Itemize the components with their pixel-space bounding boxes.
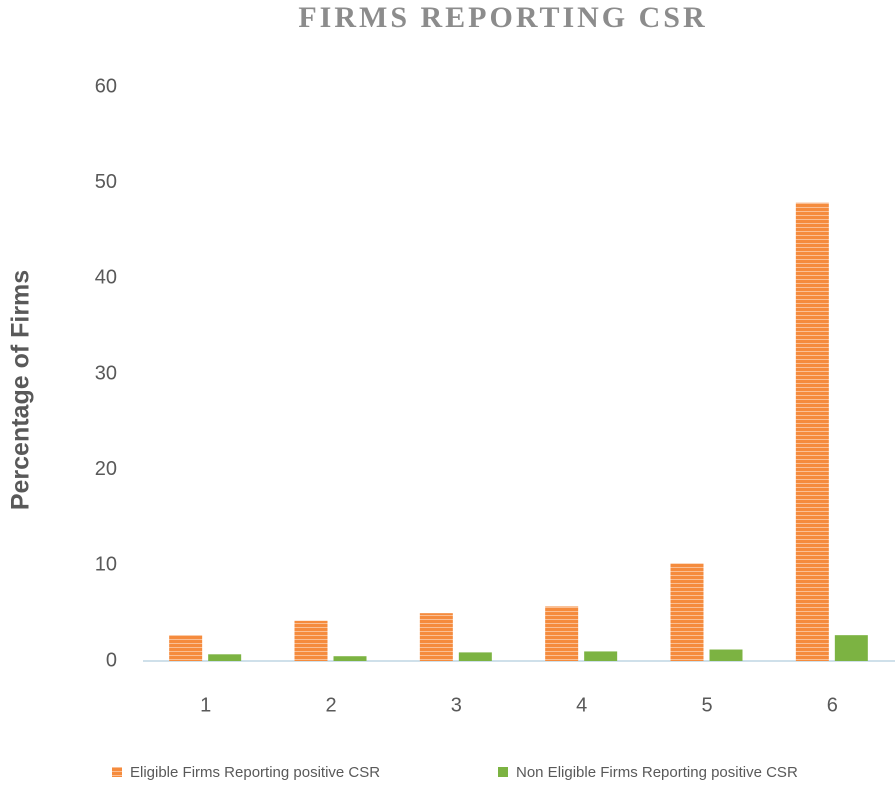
x-tick-label: 6: [827, 694, 838, 716]
bar: [333, 656, 367, 661]
bar: [169, 635, 203, 661]
y-tick-label: 50: [95, 171, 117, 193]
legend-swatch: [498, 767, 508, 777]
y-tick-label: 0: [106, 649, 117, 671]
x-tick-label: 4: [576, 694, 587, 716]
bar: [458, 652, 492, 661]
legend-label: Eligible Firms Reporting positive CSR: [130, 764, 380, 781]
bar: [294, 620, 328, 661]
x-tick-label: 5: [701, 694, 712, 716]
x-tick-label: 1: [200, 694, 211, 716]
bar: [584, 651, 618, 661]
legend-label: Non Eligible Firms Reporting positive CS…: [516, 764, 798, 781]
y-axis-label: Percentage of Firms: [7, 270, 35, 510]
chart-title: FIRMS REPORTING CSR: [298, 1, 707, 34]
y-tick-label: 30: [95, 362, 117, 384]
bar: [208, 654, 242, 661]
legend-swatch: [112, 767, 122, 777]
bar: [670, 563, 704, 661]
bar: [545, 606, 579, 661]
bar: [834, 635, 868, 661]
x-tick-label: 3: [451, 694, 462, 716]
y-tick-label: 20: [95, 458, 117, 480]
bar: [419, 613, 453, 661]
y-tick-label: 40: [95, 267, 117, 289]
y-tick-label: 60: [95, 75, 117, 97]
bar: [709, 649, 743, 661]
bar: [795, 202, 829, 662]
y-tick-label: 10: [95, 554, 117, 576]
x-tick-label: 2: [325, 694, 336, 716]
